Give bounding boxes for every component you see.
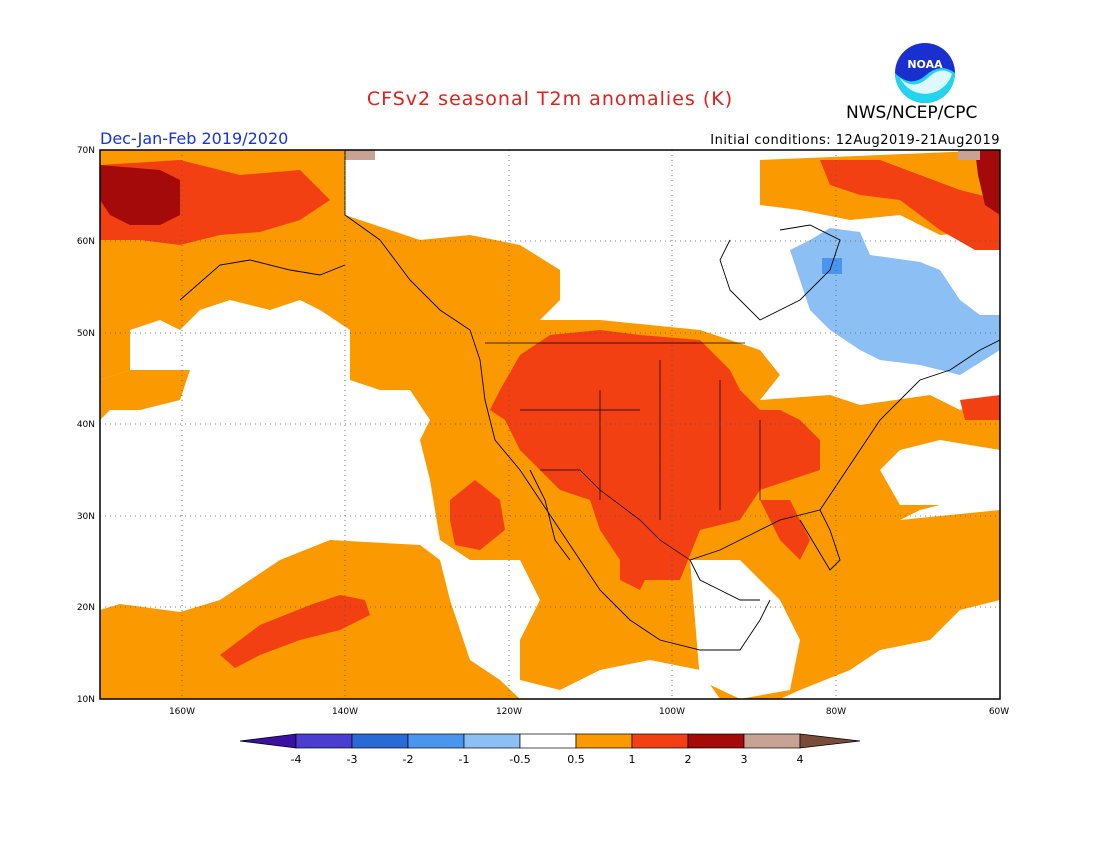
logo-text: NOAA (907, 58, 943, 71)
map-frame (99, 149, 1001, 700)
lon-labels: 160W 140W 120W 100W 80W 60W (169, 707, 1009, 717)
colorbar-swatch (407, 733, 465, 749)
lat-label: 70N (77, 146, 95, 156)
gridlines (100, 150, 1000, 699)
lat-label: 40N (77, 420, 95, 430)
colorbar-tick: -1 (459, 753, 470, 766)
colorbar-swatch (631, 733, 689, 749)
colorbar-tick: -2 (403, 753, 414, 766)
lon-label: 120W (496, 707, 522, 717)
lon-label: 60W (989, 707, 1009, 717)
noaa-logo-icon: NOAA (895, 43, 955, 103)
colorbar-high-arrow (799, 733, 861, 749)
lat-label: 50N (77, 329, 95, 339)
lat-label: 20N (77, 603, 95, 613)
colorbar-tick: -4 (291, 753, 302, 766)
colorbar-tick: 1 (629, 753, 636, 766)
colorbar-tick: 4 (797, 753, 804, 766)
lat-label: 60N (77, 237, 95, 247)
colorbar-swatch (463, 733, 521, 749)
colorbar-swatch (351, 733, 409, 749)
anomaly-3-4-fill (345, 150, 980, 160)
anomaly-2-3-fill (100, 150, 1000, 225)
chart-title: CFSv2 seasonal T2m anomalies (K) (366, 88, 734, 110)
colorbar-swatch (295, 733, 353, 749)
coastlines (179, 150, 1001, 651)
lat-label: 10N (77, 695, 95, 705)
lat-labels: 70N 60N 50N 40N 30N 20N 10N (77, 146, 95, 705)
map-area (99, 149, 1001, 700)
lon-label: 160W (169, 707, 195, 717)
colorbar-tick: 2 (685, 753, 692, 766)
colorbar-tick: 3 (741, 753, 748, 766)
lon-label: 80W (826, 707, 846, 717)
colorbar-swatch (575, 733, 633, 749)
org-label: NWS/NCEP/CPC (846, 103, 978, 123)
lat-label: 30N (77, 512, 95, 522)
anomaly-neg1-neg0p5-fill (790, 228, 1000, 375)
colorbar-low-arrow (239, 733, 297, 749)
colorbar-swatch (519, 733, 577, 749)
colorbar-tick: 0.5 (567, 753, 585, 766)
colorbar-swatch (743, 733, 801, 749)
lon-label: 140W (332, 707, 358, 717)
colorbar-tick: -0.5 (509, 753, 530, 766)
initial-conditions: Initial conditions: 12Aug2019-21Aug2019 (710, 133, 1000, 148)
lon-label: 100W (659, 707, 685, 717)
political-borders (485, 342, 761, 561)
forecast-period: Dec-Jan-Feb 2019/2020 (100, 129, 289, 148)
colorbar-swatch (687, 733, 745, 749)
colorbar-tick: -3 (347, 753, 358, 766)
colorbar: -4 -3 -2 -1 -0.5 0.5 1 2 3 4 (239, 733, 861, 766)
